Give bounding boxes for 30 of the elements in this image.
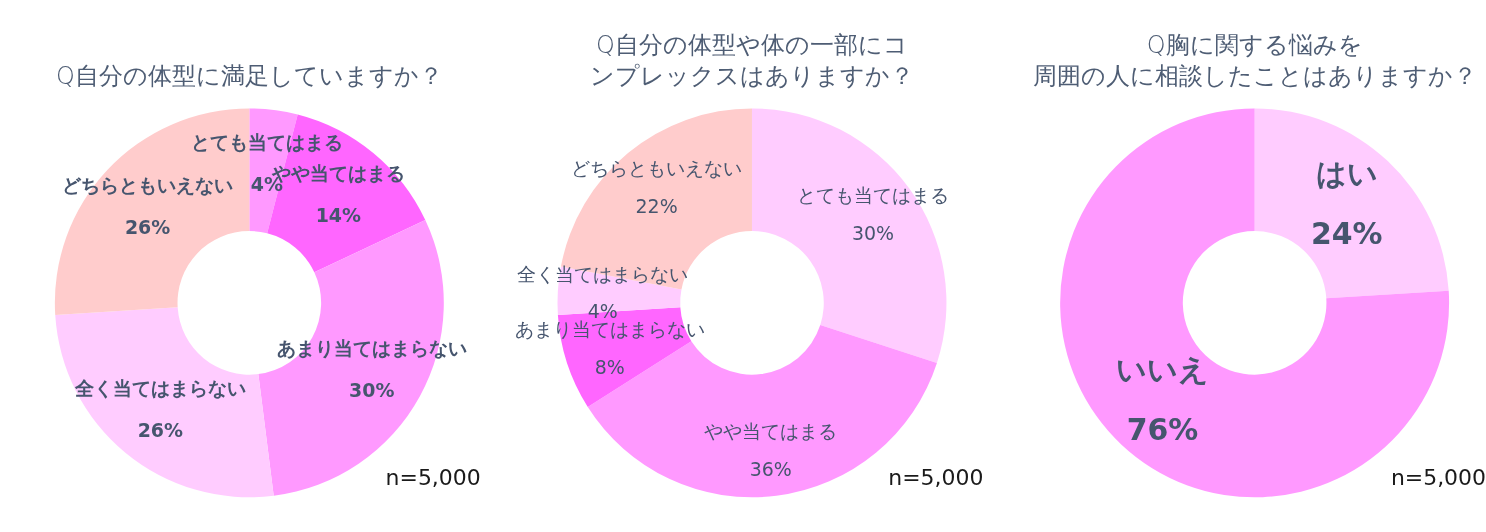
donut-slice: [1254, 108, 1449, 299]
data-label: 26%: [124, 216, 171, 239]
data-label: 30%: [851, 221, 895, 244]
data-label: 36%: [749, 458, 792, 481]
slice-label: やや当てはまる: [704, 420, 838, 443]
text: n=5,000: [888, 465, 984, 491]
slice-label: はい: [1315, 155, 1378, 191]
data-label: 22%: [635, 194, 678, 217]
data-label: 8%: [594, 356, 625, 379]
slice-label: いいえ: [1115, 352, 1209, 388]
donut-slice: [55, 108, 250, 316]
data-label: 76%: [1126, 411, 1199, 447]
slice-label: 全く当てはまらない: [73, 377, 246, 400]
data-label: 4%: [587, 300, 618, 323]
slice-label: とても当てはまる: [797, 183, 949, 206]
data-label: 14%: [315, 204, 362, 227]
chart-title: Q自分の体型や体の一部にコンプレックスはありますか？: [589, 30, 914, 91]
slice-label: とても当てはまる: [190, 131, 343, 154]
donut-slice: [55, 307, 274, 498]
data-label: 30%: [349, 379, 395, 402]
chart-title: Q自分の体型に満足していますか？: [55, 62, 443, 91]
chart-title: Q胸に関する悩みを周囲の人に相談したことはありますか？: [1032, 30, 1477, 91]
slice-label: どちらともいえない: [62, 174, 234, 197]
data-label: 24%: [1310, 215, 1383, 251]
slice-label: どちらともいえない: [571, 156, 743, 179]
slice-label: 全く当てはまらない: [517, 262, 689, 285]
data-label: 26%: [137, 419, 184, 442]
text: n=5,000: [1390, 465, 1486, 491]
text: n=5,000: [385, 465, 481, 491]
donut-slice: [751, 108, 947, 363]
